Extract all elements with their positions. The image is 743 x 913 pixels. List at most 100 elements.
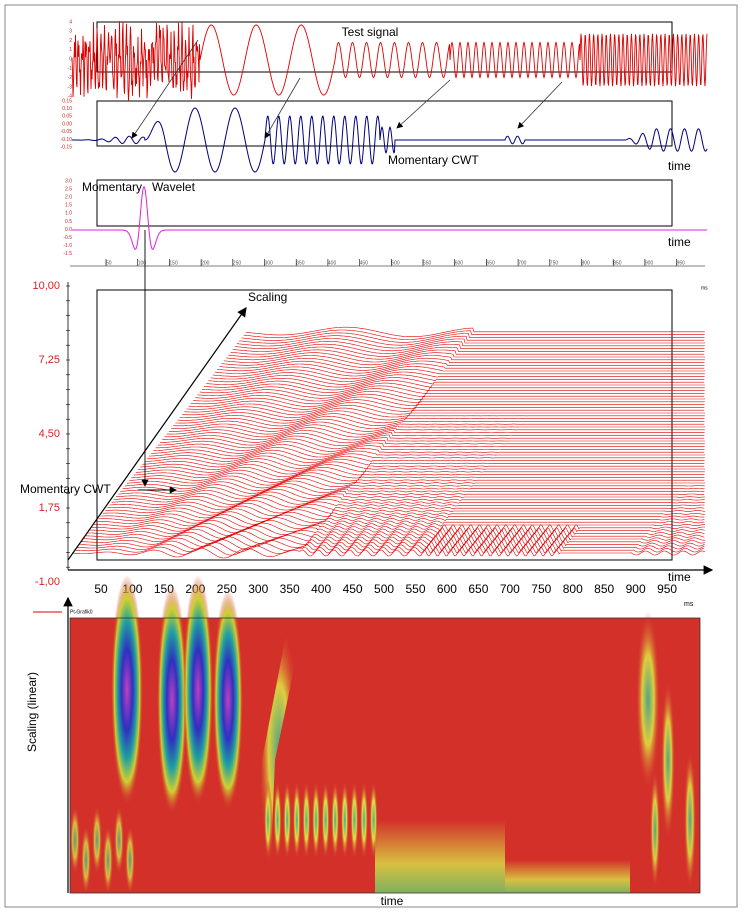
blob — [331, 780, 340, 860]
blob — [92, 805, 102, 875]
ruler-label: 800 — [582, 260, 591, 266]
band-vlow — [505, 860, 630, 893]
x-tick-label: 50 — [94, 582, 108, 596]
y-tick-label: 2 — [69, 38, 72, 44]
y-tick-label: 0 — [69, 57, 72, 63]
waterfall-line — [118, 488, 705, 500]
waterfall-line — [124, 480, 705, 492]
waterfall-line — [85, 530, 705, 542]
x-tick-label: 250 — [217, 582, 237, 596]
blob — [312, 780, 320, 860]
waterfall-line — [212, 368, 705, 380]
signal-title: Test signal — [342, 25, 399, 39]
y-tick-label: 1,75 — [39, 502, 60, 514]
waterfall-line — [208, 374, 705, 385]
y-tick-label: 4 — [69, 19, 72, 25]
y-tick-label: 0.05 — [62, 114, 72, 120]
waterfall-line — [236, 338, 705, 349]
waterfall-line — [230, 346, 705, 357]
waterfall-line — [102, 508, 705, 520]
frame — [4, 4, 738, 908]
blob — [636, 610, 660, 790]
ruler-label: 550 — [423, 260, 432, 266]
waterfall-line — [133, 469, 705, 480]
cwt-label: Momentary CWT — [388, 153, 479, 167]
waterfall-line — [175, 416, 705, 427]
waterfall-line — [186, 402, 705, 413]
ruler-label: 700 — [518, 260, 527, 266]
x-tick-label: 550 — [405, 582, 425, 596]
y-tick-label: 0.00 — [62, 121, 72, 127]
arrow — [131, 39, 199, 139]
wavelet-label: Momentary Wavelet — [82, 180, 196, 194]
x-tick-label: 650 — [468, 582, 488, 596]
y-tick-label: 10,00 — [32, 280, 60, 292]
blob — [292, 780, 301, 860]
x-tick-label: 500 — [374, 582, 394, 596]
waterfall-line — [149, 449, 705, 461]
waterfall-line — [72, 547, 706, 559]
waterfall-line — [131, 472, 705, 483]
waterfall-line — [243, 329, 705, 340]
waterfall-line — [228, 349, 705, 360]
blob — [350, 780, 359, 860]
blob — [360, 780, 368, 860]
ruler-label: 200 — [201, 260, 210, 266]
waterfall-line — [142, 458, 705, 469]
x-tick-label: 300 — [248, 582, 268, 596]
waterfall-unit: ms — [684, 601, 694, 608]
waterfall-line — [225, 352, 705, 363]
blob — [273, 780, 282, 860]
waterfall-line — [210, 371, 705, 382]
ruler-label: 850 — [613, 260, 622, 266]
blob — [661, 680, 675, 840]
scalogram — [69, 575, 701, 895]
waterfall-line — [184, 404, 705, 416]
x-tick-label: 400 — [311, 582, 331, 596]
waterfall-line — [91, 522, 705, 534]
waterfall-line — [190, 396, 705, 407]
scalogram-ylabel: Scaling (linear) — [25, 672, 39, 752]
waterfall-line — [87, 528, 705, 539]
y-tick-label: -0.05 — [61, 129, 73, 135]
ruler-label: 250 — [233, 260, 242, 266]
waterfall-line — [155, 441, 705, 452]
arrow — [517, 81, 563, 129]
ruler-label: 450 — [360, 260, 369, 266]
waterfall-line — [89, 525, 705, 536]
ruler-label: 600 — [455, 260, 464, 266]
waterfall-box — [96, 289, 673, 561]
y-tick-label: 0.15 — [62, 98, 72, 104]
y-tick-label: 2.0 — [65, 195, 72, 201]
waterfall-line — [157, 438, 705, 449]
waterfall-line — [195, 391, 705, 402]
scaling-arrow — [67, 307, 247, 561]
waterfall-line — [80, 536, 705, 547]
arrow — [264, 77, 301, 139]
blob — [70, 805, 80, 875]
cwt-xlabel: time — [668, 159, 691, 173]
waterfall-line — [223, 355, 705, 366]
waterfall-line — [206, 377, 705, 388]
scalogram-border — [69, 617, 701, 894]
blob — [125, 825, 135, 895]
ruler-label: 350 — [296, 260, 305, 266]
waterfall-xlabel: time — [668, 570, 691, 584]
waterfall-line — [239, 335, 705, 346]
waterfall-line — [100, 511, 705, 522]
waterfall-line — [135, 466, 705, 478]
blob — [213, 590, 243, 810]
x-tick-label: 600 — [437, 582, 457, 596]
waterfall-line — [144, 455, 705, 466]
y-tick-label: -0.5 — [63, 235, 72, 241]
waterfall-line — [105, 505, 706, 517]
waterfall-line — [162, 432, 705, 444]
scaling-label: Scaling — [248, 290, 287, 304]
wavelet-trace — [72, 186, 707, 250]
ruler-label: 100 — [138, 260, 147, 266]
ruler-label: 500 — [391, 260, 400, 266]
y-tick-label: 2.5 — [65, 186, 72, 192]
waterfall-line — [221, 357, 705, 368]
waterfall-line — [168, 424, 705, 435]
